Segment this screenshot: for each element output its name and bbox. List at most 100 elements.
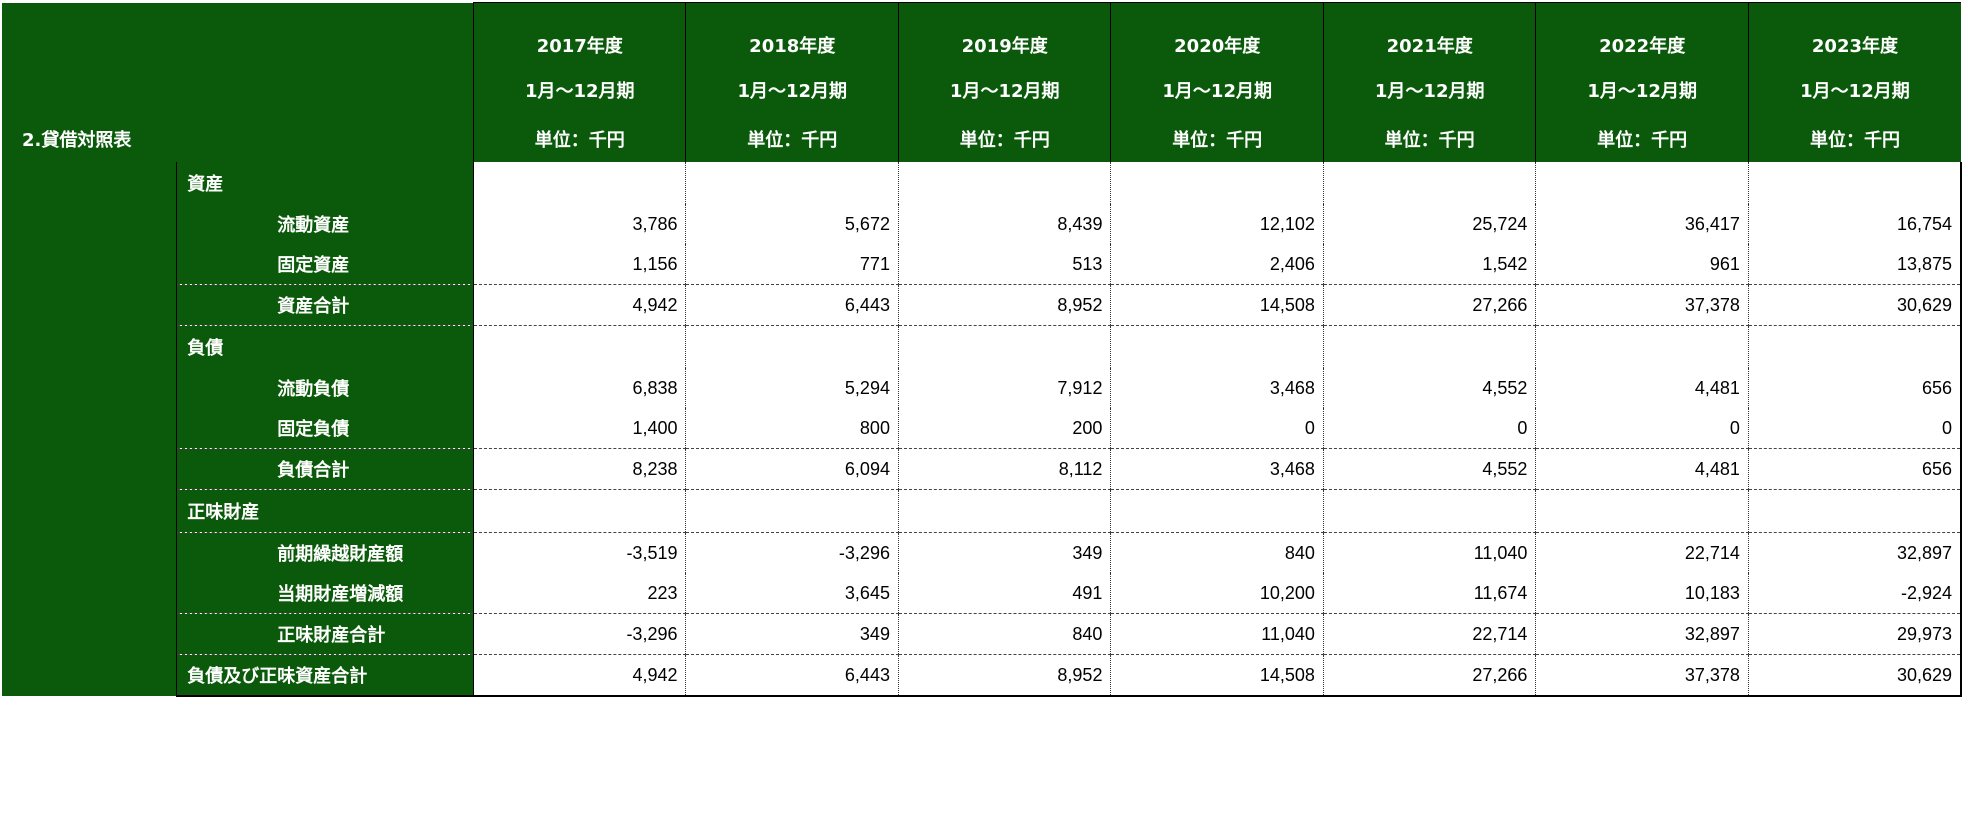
value-cell: 27,266 — [1322, 654, 1536, 697]
value-cell: 11,040 — [1110, 613, 1324, 655]
value-cell: 22,714 — [1535, 532, 1749, 573]
value-cell: 25,724 — [1322, 204, 1536, 244]
value-cell: 13,875 — [1747, 244, 1962, 285]
value-cell: 0 — [1322, 408, 1536, 449]
row-label: 固定負債 — [176, 408, 474, 449]
period-header: 1月～12月期 — [472, 64, 686, 115]
value-cell: -3,296 — [685, 532, 899, 573]
table-row: 前期繰越財産額 -3,519 -3,296 349 840 11,040 22,… — [2, 532, 1962, 573]
value-cell: 8,439 — [897, 204, 1111, 244]
unit-header: 単位：千円 — [897, 115, 1111, 162]
value-cell: 30,629 — [1747, 284, 1962, 326]
value-cell: 6,443 — [685, 654, 899, 697]
value-cell: 6,838 — [472, 368, 686, 408]
table-row: 当期財産増減額 223 3,645 491 10,200 11,674 10,1… — [2, 573, 1962, 614]
value-cell: 840 — [897, 613, 1111, 655]
value-cell: 8,952 — [897, 284, 1111, 326]
value-cell: 4,552 — [1322, 368, 1536, 408]
header-corner-2 — [2, 64, 474, 115]
empty-cell — [472, 325, 686, 368]
value-cell: 349 — [685, 613, 899, 655]
value-cell: 10,200 — [1110, 573, 1324, 614]
value-cell: 16,754 — [1747, 204, 1962, 244]
value-cell: 8,112 — [897, 448, 1111, 490]
value-cell: 200 — [897, 408, 1111, 449]
header-period-row: 1月～12月期 1月～12月期 1月～12月期 1月～12月期 1月～12月期 … — [2, 64, 1961, 115]
value-cell: 11,674 — [1322, 573, 1536, 614]
empty-cell — [472, 162, 686, 204]
row-label: 流動負債 — [176, 368, 474, 408]
value-cell: 8,952 — [897, 654, 1111, 697]
value-cell: 37,378 — [1535, 654, 1749, 697]
value-cell: 3,645 — [685, 573, 899, 614]
empty-cell — [1747, 325, 1962, 368]
empty-cell — [1110, 325, 1324, 368]
value-cell: 2,406 — [1110, 244, 1324, 285]
balance-sheet-table: 2017年度 2018年度 2019年度 2020年度 2021年度 2022年… — [2, 2, 1962, 697]
value-cell: 27,266 — [1322, 284, 1536, 326]
value-cell: 4,942 — [472, 654, 686, 697]
empty-cell — [685, 162, 899, 204]
value-cell: 5,672 — [685, 204, 899, 244]
value-cell: 14,508 — [1110, 654, 1324, 697]
unit-header: 単位：千円 — [1747, 115, 1961, 162]
net-assets-heading: 正味財産 — [176, 489, 474, 533]
period-header: 1月～12月期 — [1535, 64, 1749, 115]
unit-header: 単位：千円 — [1110, 115, 1324, 162]
value-cell: 14,508 — [1110, 284, 1324, 326]
table-row: 固定資産 1,156 771 513 2,406 1,542 961 13,87… — [2, 244, 1962, 285]
value-cell: 29,973 — [1747, 613, 1962, 655]
value-cell: 36,417 — [1535, 204, 1749, 244]
header-year-row: 2017年度 2018年度 2019年度 2020年度 2021年度 2022年… — [2, 2, 1961, 64]
empty-cell — [1322, 325, 1536, 368]
period-header: 1月～12月期 — [685, 64, 899, 115]
empty-cell — [1747, 489, 1962, 533]
value-cell: 223 — [472, 573, 686, 614]
period-header: 1月～12月期 — [1110, 64, 1324, 115]
value-cell: 800 — [685, 408, 899, 449]
year-header: 2019年度 — [897, 2, 1111, 64]
value-cell: 8,238 — [472, 448, 686, 490]
year-header: 2023年度 — [1747, 2, 1961, 64]
value-cell: 961 — [1535, 244, 1749, 285]
left-margin-band — [2, 162, 177, 696]
unit-header: 単位：千円 — [1535, 115, 1749, 162]
value-cell: 0 — [1110, 408, 1324, 449]
empty-cell — [1322, 162, 1536, 204]
value-cell: 513 — [897, 244, 1111, 285]
value-cell: 22,714 — [1322, 613, 1536, 655]
year-header: 2020年度 — [1110, 2, 1324, 64]
value-cell: 5,294 — [685, 368, 899, 408]
value-cell: 771 — [685, 244, 899, 285]
section-title: 2.貸借対照表 — [2, 115, 474, 162]
value-cell: 656 — [1747, 448, 1962, 490]
value-cell: 3,468 — [1110, 448, 1324, 490]
value-cell: 1,156 — [472, 244, 686, 285]
period-header: 1月～12月期 — [897, 64, 1111, 115]
table-row: 負債合計 8,238 6,094 8,112 3,468 4,552 4,481… — [2, 448, 1962, 490]
value-cell: 4,942 — [472, 284, 686, 326]
table-row: 負債 — [2, 325, 1962, 368]
table-row: 正味財産 — [2, 489, 1962, 533]
value-cell: 32,897 — [1535, 613, 1749, 655]
assets-heading: 資産 — [176, 162, 474, 204]
row-label: 前期繰越財産額 — [176, 532, 474, 573]
value-cell: 656 — [1747, 368, 1962, 408]
period-header: 1月～12月期 — [1322, 64, 1536, 115]
value-cell: 349 — [897, 532, 1111, 573]
value-cell: 840 — [1110, 532, 1324, 573]
value-cell: 4,552 — [1322, 448, 1536, 490]
value-cell: -3,296 — [472, 613, 686, 655]
row-label: 負債合計 — [176, 448, 474, 490]
value-cell: -3,519 — [472, 532, 686, 573]
value-cell: 4,481 — [1535, 368, 1749, 408]
row-label: 固定資産 — [176, 244, 474, 285]
empty-cell — [1535, 325, 1749, 368]
table-row: 流動負債 6,838 5,294 7,912 3,468 4,552 4,481… — [2, 368, 1962, 408]
year-header: 2018年度 — [685, 2, 899, 64]
value-cell: 1,542 — [1322, 244, 1536, 285]
value-cell: 6,094 — [685, 448, 899, 490]
value-cell: 0 — [1747, 408, 1962, 449]
value-cell: 10,183 — [1535, 573, 1749, 614]
value-cell: 3,786 — [472, 204, 686, 244]
